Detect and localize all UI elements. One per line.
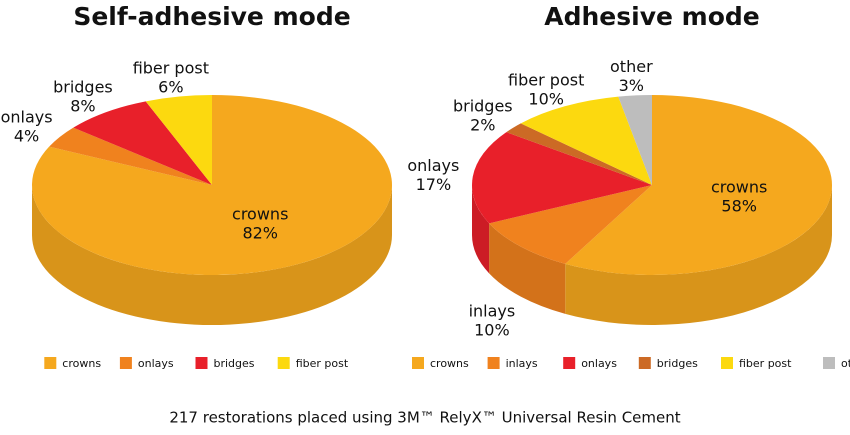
slice [565, 94, 833, 275]
slice-value-label: 17% [416, 175, 452, 194]
legend-swatch [721, 357, 733, 369]
legend-label: fiber post [739, 357, 792, 370]
legend-swatch [195, 357, 208, 369]
legend-label: inlays [506, 357, 538, 370]
legend-swatch [638, 357, 651, 369]
legend-swatch [277, 357, 290, 369]
legend-swatch [412, 357, 424, 369]
legend-swatch [823, 357, 835, 369]
slice-label: other [610, 57, 653, 76]
slice [145, 95, 212, 185]
slice-side [32, 185, 392, 325]
slice-value-label: 82% [242, 223, 278, 242]
slice [489, 185, 652, 264]
legend-label: other [841, 357, 850, 370]
legend-label: onlays [581, 357, 617, 370]
caption: 217 restorations placed using 3M™ RelyX™… [169, 409, 680, 427]
legend-label: bridges [657, 357, 698, 370]
legend-swatch [487, 357, 500, 369]
slice-value-label: 10% [528, 89, 564, 108]
legend-label: fiber post [296, 357, 349, 370]
slice-side [472, 185, 490, 274]
legend-swatch [44, 357, 57, 369]
legend-label: crowns [62, 357, 101, 370]
slice-label: onlays [1, 108, 53, 127]
slice [49, 127, 212, 185]
slice-label: bridges [453, 97, 513, 116]
chart-title: Self-adhesive mode [73, 2, 350, 31]
slice-side [489, 223, 566, 314]
slice-label: crowns [232, 204, 288, 223]
slice [506, 123, 652, 185]
slice-label: crowns [711, 178, 767, 197]
slice [520, 96, 652, 185]
slice-value-label: 10% [474, 321, 510, 340]
slice [73, 101, 212, 185]
legend-swatch [119, 357, 132, 369]
slice-value-label: 4% [14, 127, 39, 146]
legend-swatch [563, 357, 576, 369]
slice-value-label: 3% [619, 76, 644, 95]
slice-label: inlays [469, 302, 516, 321]
slice-value-label: 58% [721, 197, 757, 216]
slice-label: fiber post [508, 70, 584, 89]
slice-side [565, 185, 832, 325]
legend-label: onlays [138, 357, 174, 370]
slice-value-label: 2% [470, 116, 495, 135]
slice [32, 95, 393, 275]
slice [618, 95, 652, 185]
slice-label: bridges [53, 78, 113, 97]
legend-label: bridges [214, 357, 255, 370]
legend-label: crowns [430, 357, 469, 370]
chart-title: Adhesive mode [544, 2, 759, 31]
slice-value-label: 6% [158, 78, 183, 97]
slice [472, 132, 652, 224]
slice-value-label: 8% [70, 97, 95, 116]
slice-label: onlays [407, 156, 459, 175]
slice-label: fiber post [133, 59, 209, 78]
